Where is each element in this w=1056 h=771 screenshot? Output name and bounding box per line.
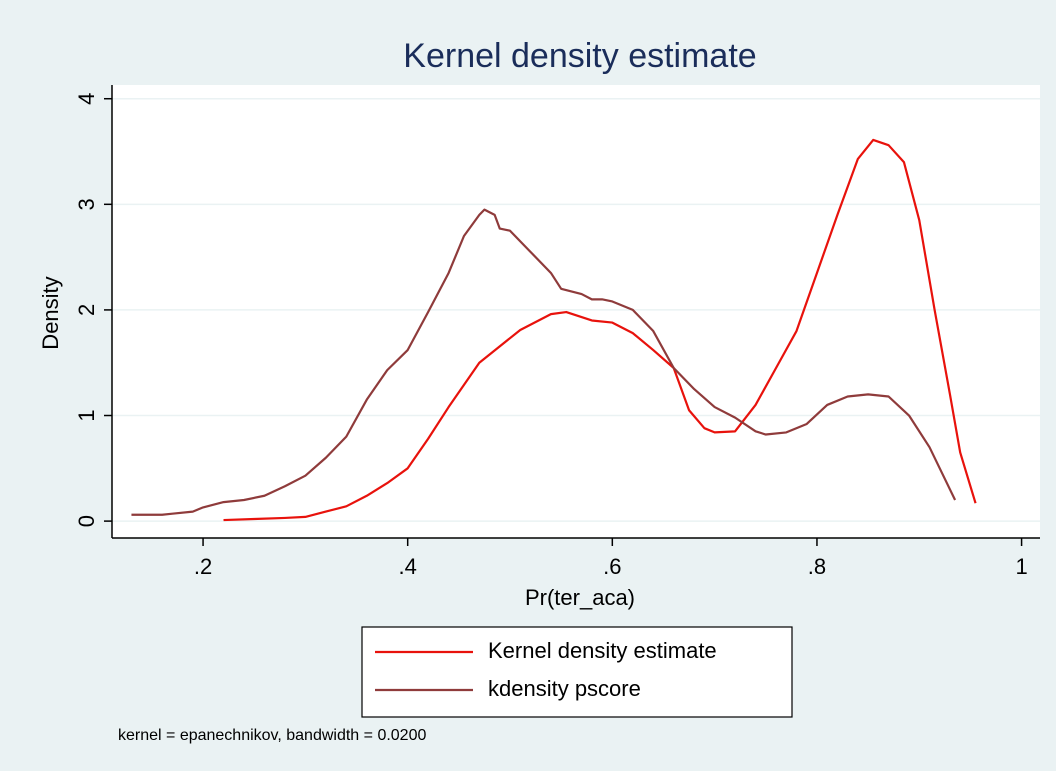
- x-tick-label: .6: [603, 554, 621, 579]
- legend-label: kdensity pscore: [488, 676, 641, 701]
- plot-area: [112, 85, 1040, 538]
- y-tick-label: 0: [74, 515, 99, 527]
- y-tick-label: 1: [74, 409, 99, 421]
- note: kernel = epanechnikov, bandwidth = 0.020…: [118, 727, 426, 744]
- y-axis-title: Density: [38, 276, 63, 349]
- legend-label: Kernel density estimate: [488, 638, 717, 663]
- x-tick-label: .4: [399, 554, 417, 579]
- series-line: [131, 208, 957, 516]
- legend: [361, 626, 793, 718]
- series-line: [223, 138, 977, 522]
- x-axis-title: Pr(ter_aca): [525, 585, 635, 610]
- x-tick-label: 1: [1015, 554, 1027, 579]
- y-tick-label: 4: [74, 93, 99, 105]
- y-tick-label: 2: [74, 304, 99, 316]
- grid: [112, 97, 1040, 522]
- x-tick-label: .8: [808, 554, 826, 579]
- lines: [131, 138, 977, 522]
- y-tick-label: 3: [74, 198, 99, 210]
- chart-title: Kernel density estimate: [403, 37, 756, 75]
- x-tick-label: .2: [194, 554, 212, 579]
